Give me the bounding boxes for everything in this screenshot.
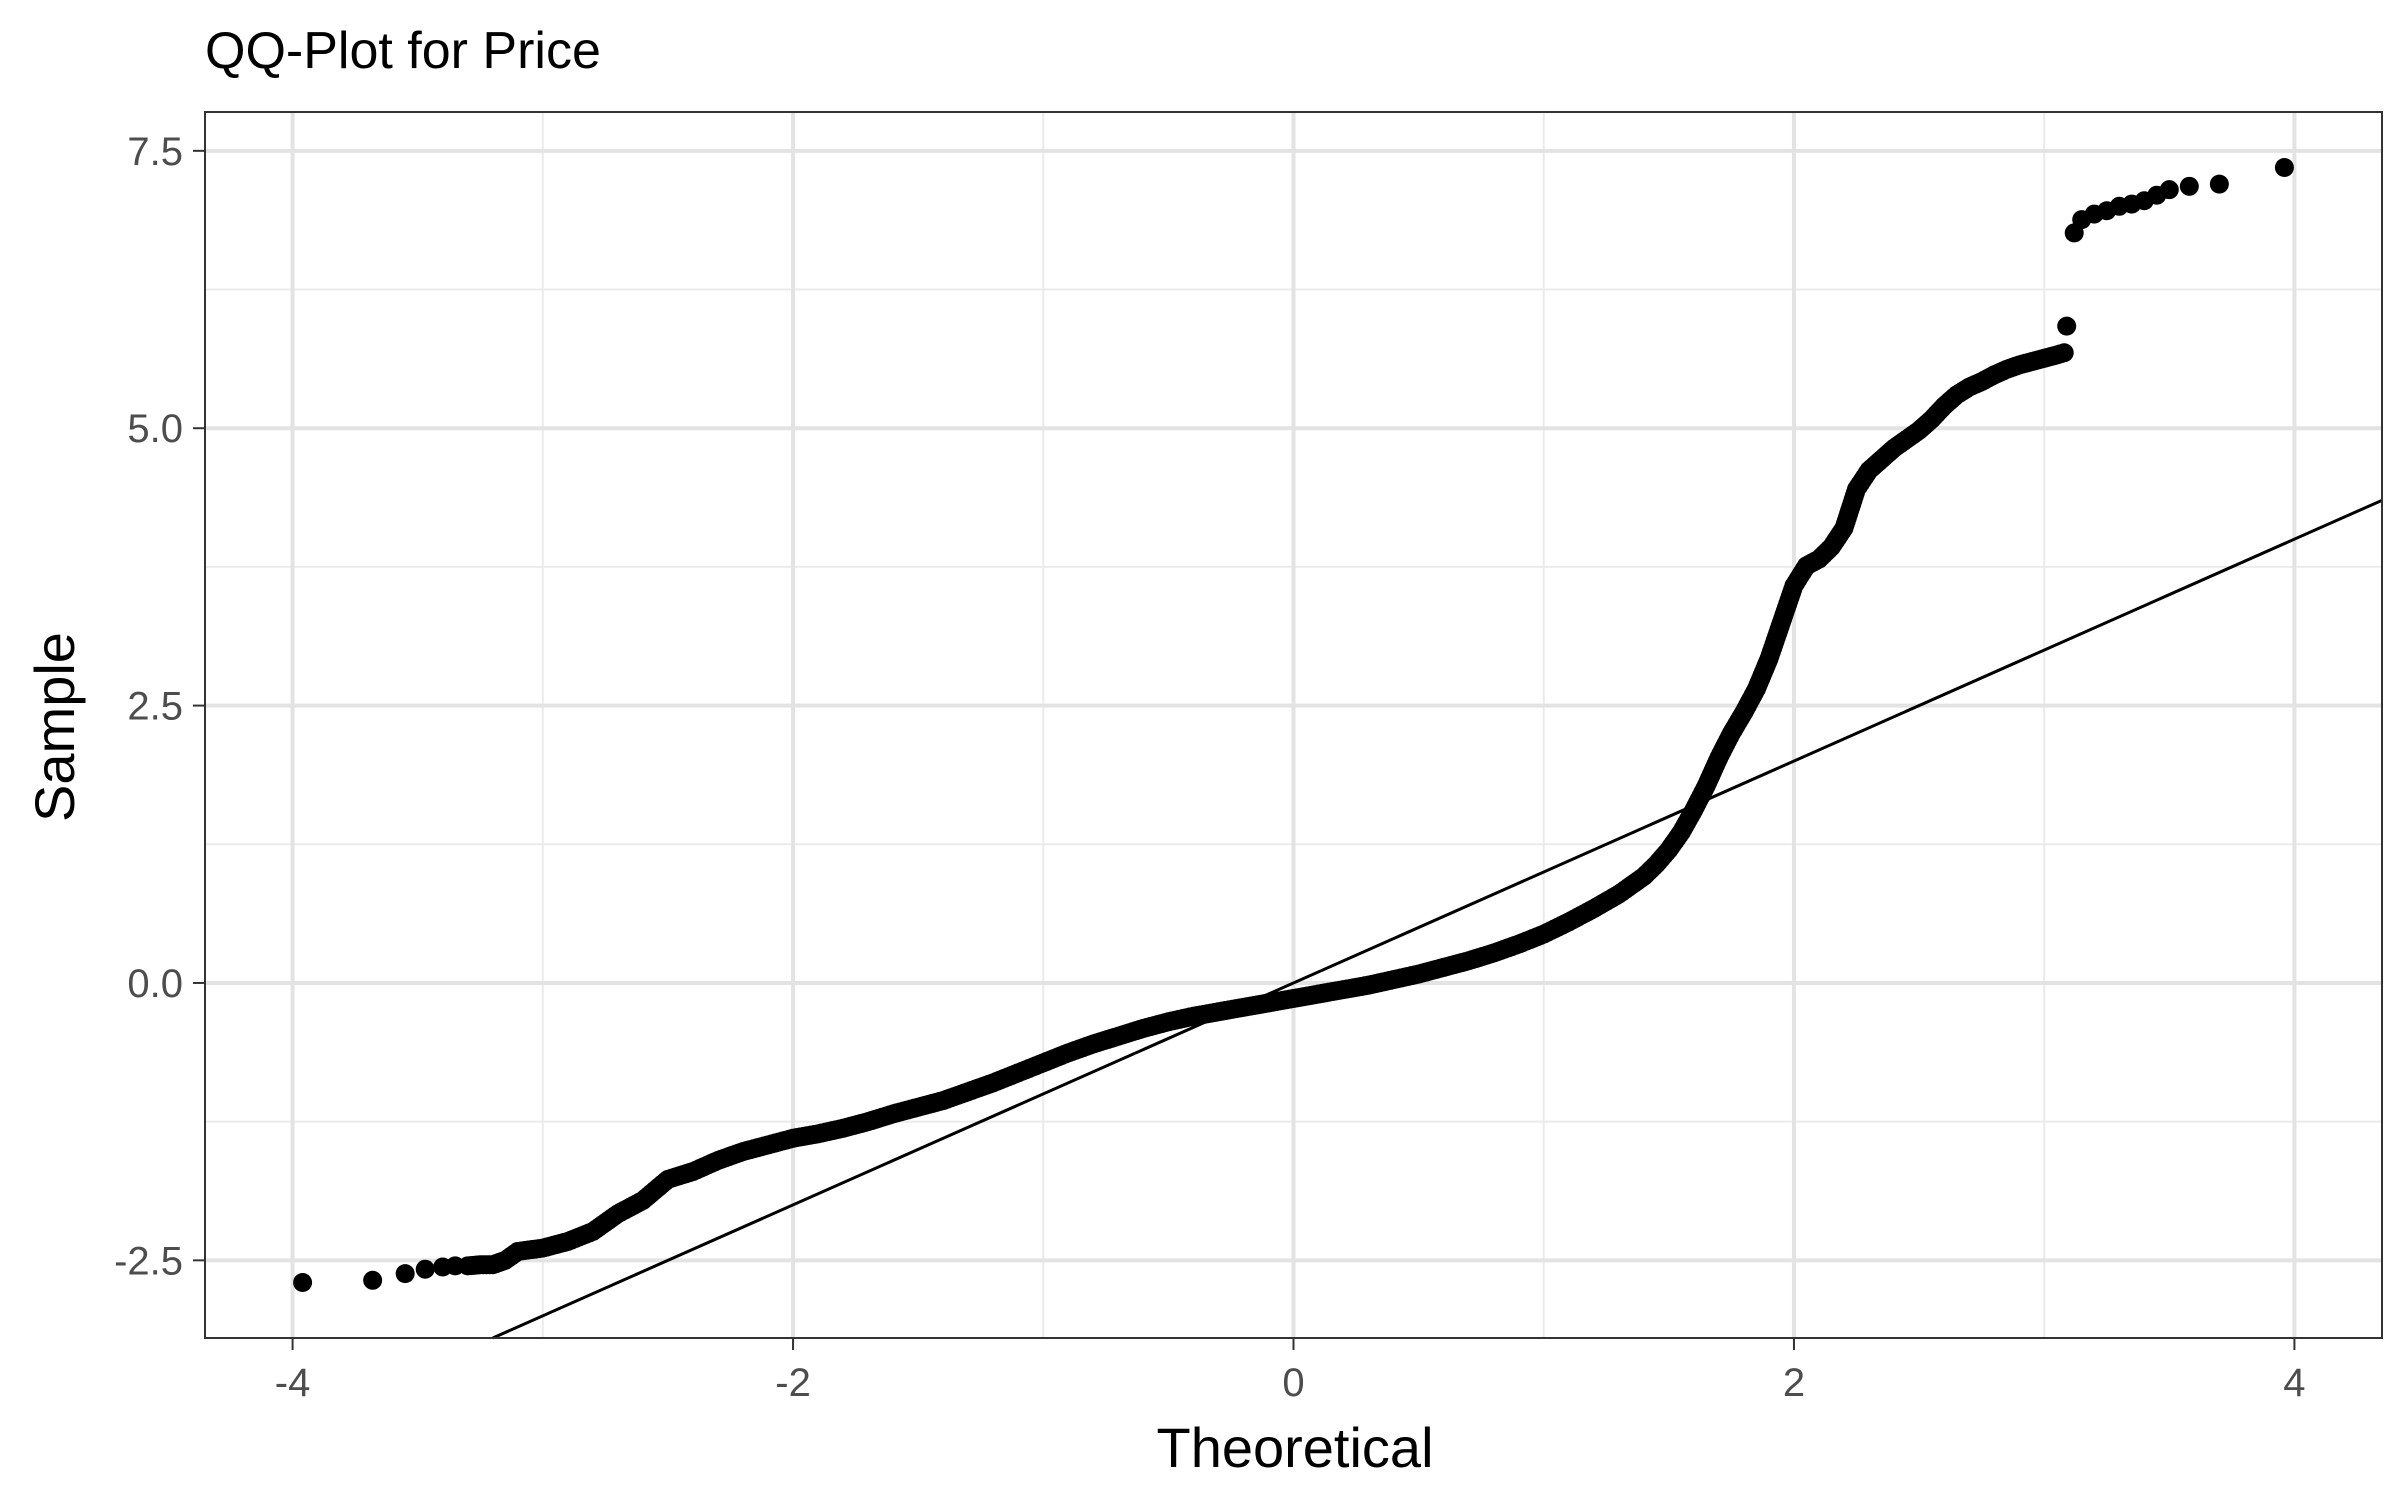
plot-panel xyxy=(204,111,2383,1340)
y-tick-label: 0.0 xyxy=(127,962,183,1006)
data-point xyxy=(293,1273,313,1293)
data-point xyxy=(2179,176,2199,196)
data-point xyxy=(363,1270,383,1290)
x-tick-label: -2 xyxy=(775,1361,811,1405)
y-tick-label: -2.5 xyxy=(114,1239,183,1283)
chart-title: QQ-Plot for Price xyxy=(205,22,601,80)
data-point xyxy=(415,1259,435,1279)
y-tick-label: 7.5 xyxy=(127,130,183,174)
grid-major xyxy=(205,112,2382,1338)
points-layer xyxy=(293,157,2294,1293)
data-point xyxy=(2209,174,2229,194)
y-axis-title: Sample xyxy=(23,632,86,822)
x-tick-label: -4 xyxy=(275,1361,311,1405)
x-tick-label: 0 xyxy=(1282,1361,1304,1405)
y-axis: -2.5 0.0 2.5 5.0 7.5 xyxy=(114,130,205,1283)
x-axis: -4 -2 0 2 4 xyxy=(275,1338,2306,1405)
y-tick-label: 2.5 xyxy=(127,685,183,729)
x-axis-title: Theoretical xyxy=(1156,1416,1433,1479)
data-point xyxy=(2054,343,2074,363)
y-tick-label: 5.0 xyxy=(127,407,183,451)
data-point xyxy=(2274,157,2294,177)
data-point xyxy=(395,1264,415,1284)
x-tick-label: 2 xyxy=(1783,1361,1805,1405)
x-tick-label: 4 xyxy=(2283,1361,2305,1405)
data-point xyxy=(2159,180,2179,200)
data-point xyxy=(2057,316,2077,336)
reference-line-group xyxy=(492,498,2383,1340)
reference-line xyxy=(492,498,2383,1340)
